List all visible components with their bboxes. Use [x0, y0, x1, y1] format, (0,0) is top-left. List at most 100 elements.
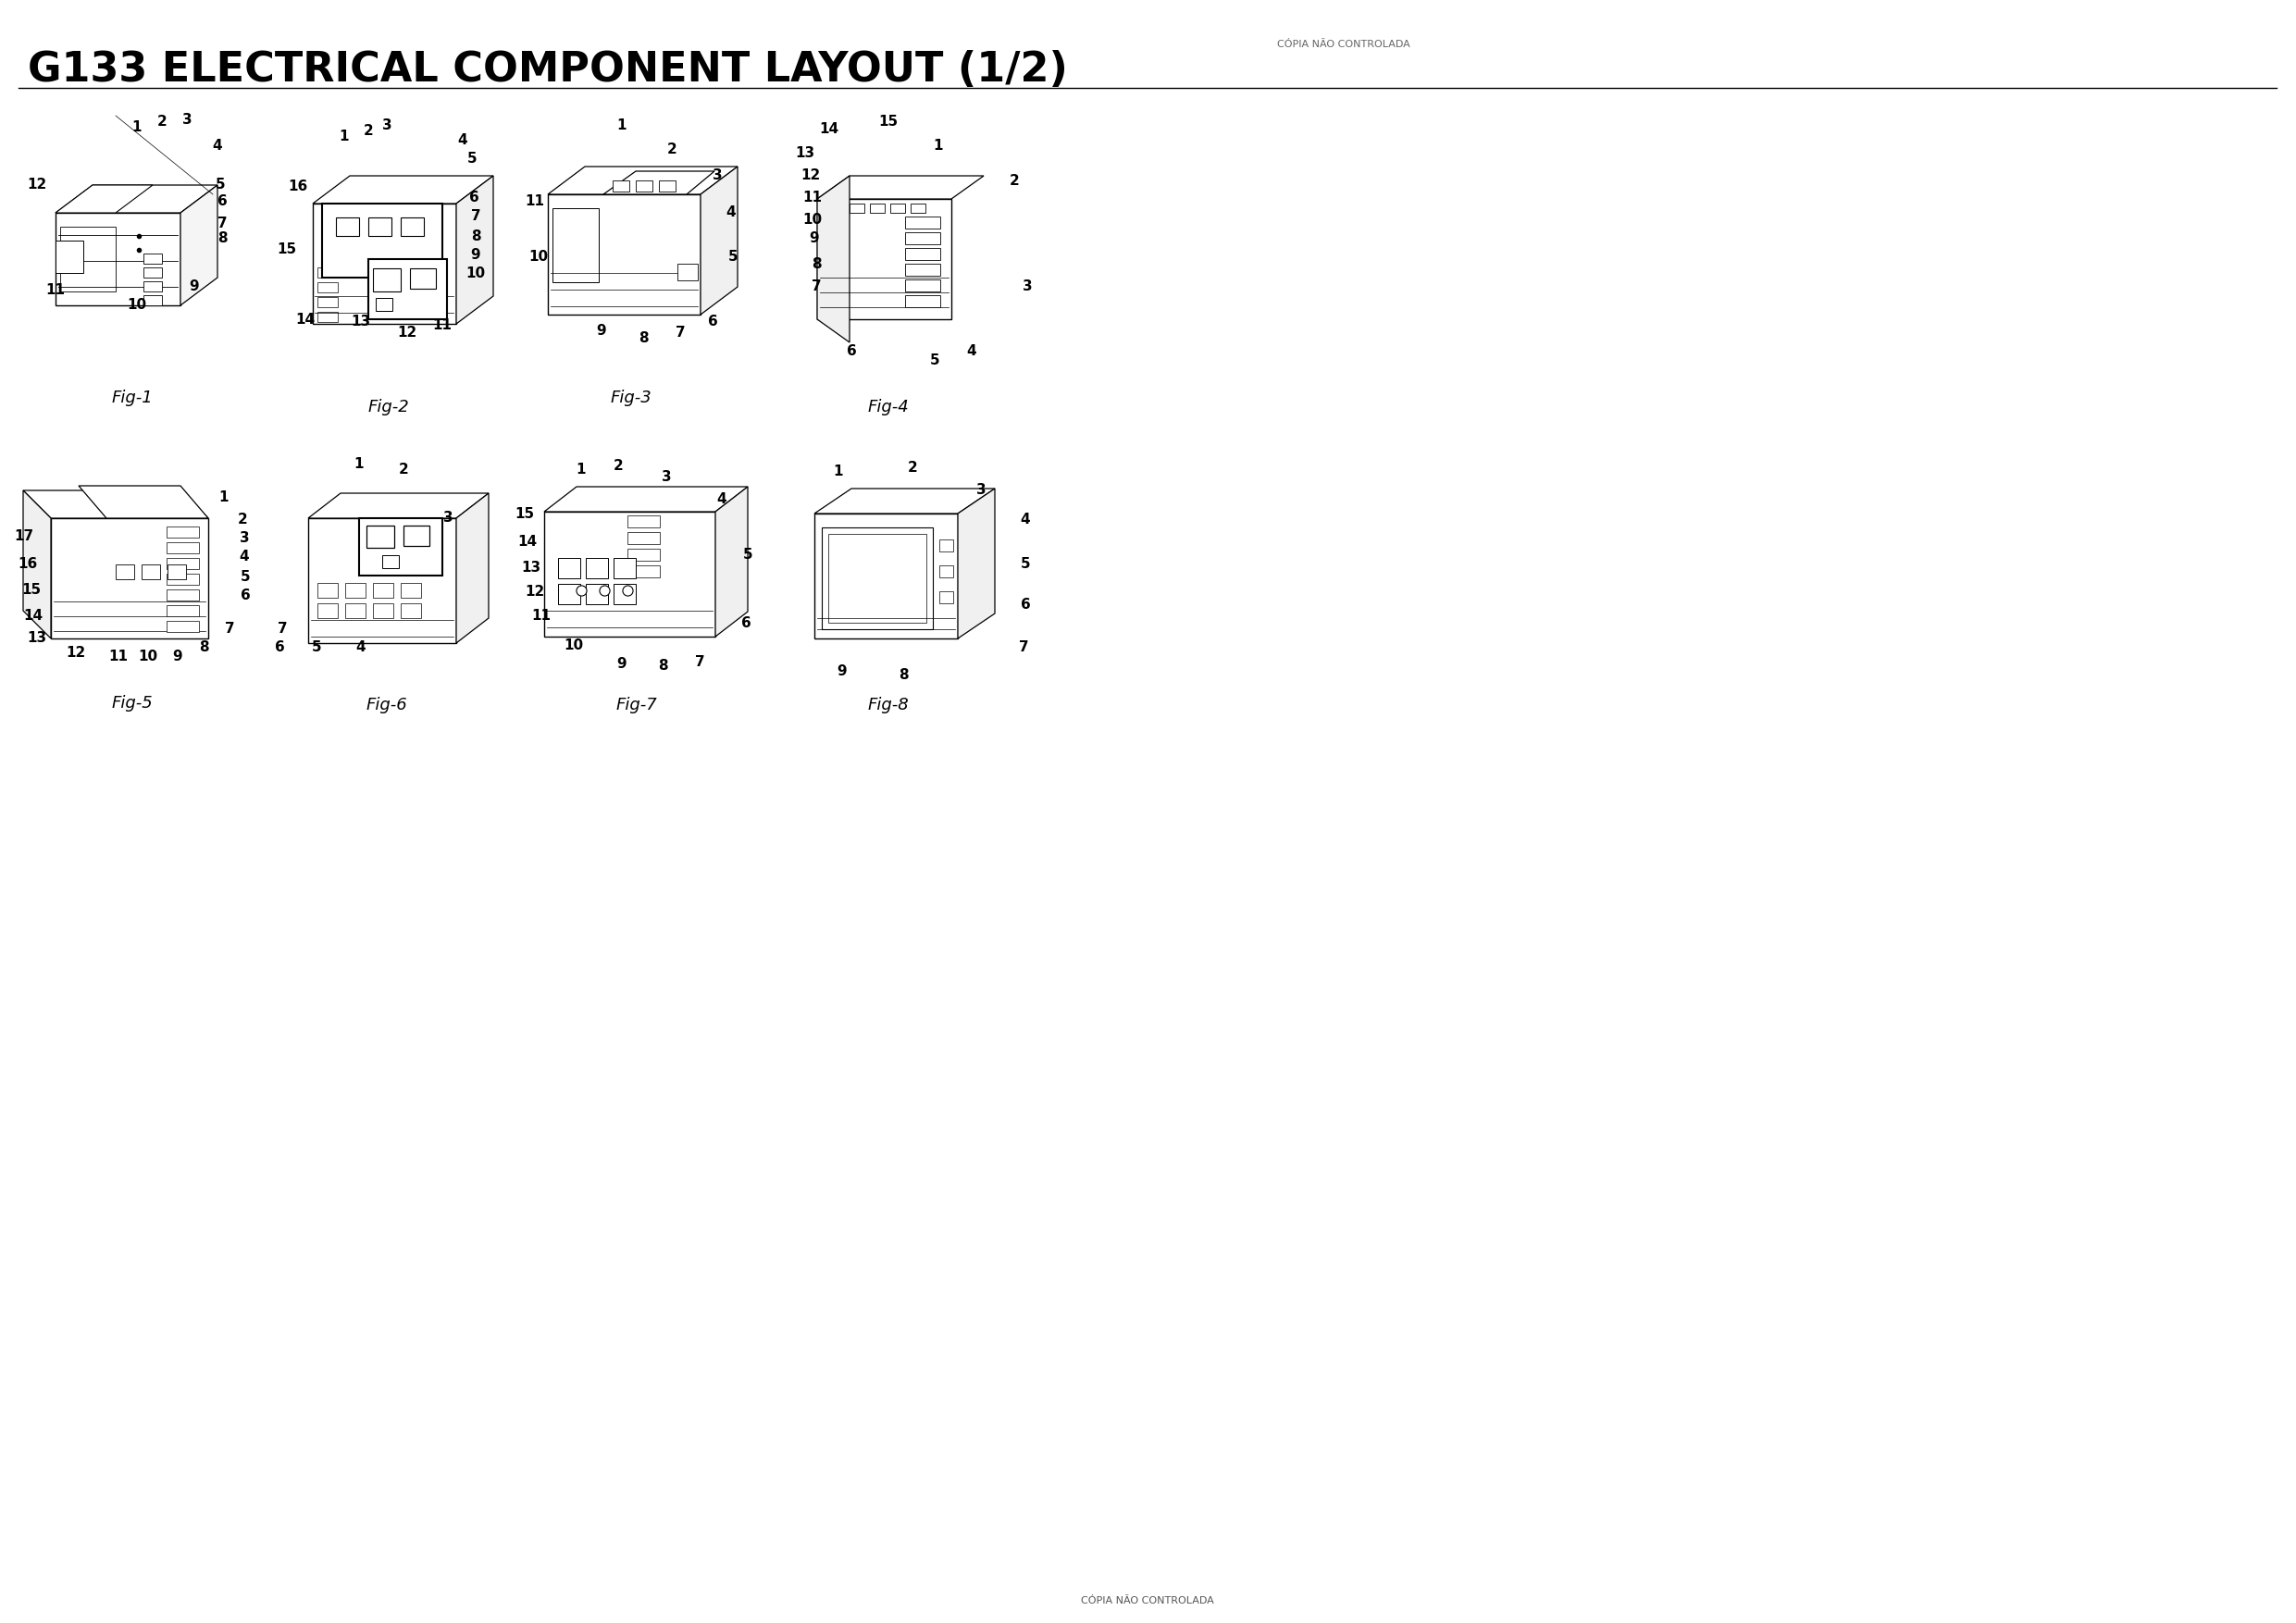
Text: Fig-4: Fig-4 — [868, 399, 909, 415]
Text: 14: 14 — [296, 312, 315, 326]
Bar — [367, 217, 390, 235]
Text: Fig-3: Fig-3 — [611, 390, 652, 406]
Text: 16: 16 — [289, 180, 308, 193]
Bar — [317, 297, 338, 307]
Bar — [142, 281, 163, 292]
Text: 9: 9 — [597, 325, 606, 338]
Bar — [627, 549, 659, 560]
Polygon shape — [457, 175, 494, 325]
Text: 5: 5 — [241, 570, 250, 583]
Text: 11: 11 — [533, 609, 551, 622]
Polygon shape — [23, 490, 51, 638]
Bar — [344, 604, 365, 618]
Text: 4: 4 — [356, 641, 365, 654]
Bar — [636, 180, 652, 192]
Text: 1: 1 — [340, 130, 349, 144]
Text: 16: 16 — [18, 558, 37, 571]
Text: 8: 8 — [657, 659, 668, 674]
Polygon shape — [716, 487, 748, 636]
Text: 6: 6 — [742, 617, 751, 631]
Polygon shape — [700, 167, 737, 315]
Text: 8: 8 — [898, 669, 909, 682]
Bar — [335, 217, 358, 235]
Bar — [627, 532, 659, 544]
Text: 1: 1 — [354, 458, 365, 471]
Bar — [627, 516, 659, 527]
Bar — [168, 558, 200, 570]
Text: 13: 13 — [521, 562, 542, 575]
Bar — [822, 527, 932, 630]
Bar — [905, 216, 941, 229]
Bar — [344, 583, 365, 597]
Text: 2: 2 — [156, 115, 168, 130]
Text: 8: 8 — [638, 331, 647, 346]
Text: 13: 13 — [351, 315, 370, 329]
Text: Fig-6: Fig-6 — [365, 696, 406, 714]
Text: 15: 15 — [514, 506, 535, 521]
Text: 11: 11 — [526, 195, 544, 209]
Text: 7: 7 — [225, 622, 234, 636]
Text: 12: 12 — [801, 169, 820, 183]
Bar — [402, 583, 420, 597]
Bar — [372, 583, 393, 597]
Text: 4: 4 — [967, 344, 976, 359]
Text: 5: 5 — [744, 549, 753, 562]
Text: 7: 7 — [278, 622, 287, 636]
Polygon shape — [55, 213, 181, 305]
Text: CÓPIA NÃO CONTROLADA: CÓPIA NÃO CONTROLADA — [1081, 1595, 1215, 1605]
Text: 4: 4 — [716, 493, 728, 506]
Text: 6: 6 — [218, 195, 227, 209]
Text: Fig-5: Fig-5 — [113, 695, 154, 711]
Text: Fig-8: Fig-8 — [868, 696, 909, 714]
Text: 5: 5 — [216, 179, 225, 192]
Polygon shape — [78, 485, 209, 518]
Text: 1: 1 — [833, 464, 843, 479]
Polygon shape — [312, 203, 457, 325]
Bar — [142, 565, 161, 579]
Bar — [317, 282, 338, 292]
Text: 14: 14 — [23, 609, 44, 622]
Text: 10: 10 — [804, 213, 822, 227]
Bar — [367, 260, 448, 320]
Text: 17: 17 — [14, 529, 34, 544]
Text: 13: 13 — [28, 631, 46, 646]
Bar — [142, 295, 163, 305]
Polygon shape — [544, 511, 716, 636]
Text: 12: 12 — [526, 586, 544, 599]
Text: 4: 4 — [457, 133, 468, 148]
Text: Fig-7: Fig-7 — [615, 696, 657, 714]
Text: 4: 4 — [239, 550, 250, 563]
Bar — [168, 542, 200, 553]
Polygon shape — [55, 185, 154, 213]
Text: 2: 2 — [666, 143, 677, 157]
Text: 1: 1 — [133, 120, 142, 135]
Text: CÓPIA NÃO CONTROLADA: CÓPIA NÃO CONTROLADA — [1277, 41, 1410, 49]
Text: 11: 11 — [108, 651, 129, 664]
Text: 9: 9 — [810, 232, 820, 245]
Bar — [115, 565, 133, 579]
Text: 1: 1 — [576, 463, 585, 477]
Bar — [142, 253, 163, 263]
Polygon shape — [181, 185, 218, 305]
Polygon shape — [457, 493, 489, 643]
Bar — [60, 227, 115, 292]
Text: 6: 6 — [847, 344, 856, 359]
Text: 10: 10 — [528, 250, 549, 265]
Bar — [402, 217, 425, 235]
Bar — [939, 539, 953, 552]
Text: 3: 3 — [661, 471, 670, 484]
Text: 12: 12 — [28, 179, 46, 192]
Bar — [613, 180, 629, 192]
Text: 8: 8 — [471, 229, 480, 243]
Text: 15: 15 — [879, 115, 898, 130]
Polygon shape — [957, 489, 994, 638]
Bar — [553, 208, 599, 282]
Bar — [585, 584, 608, 604]
Bar — [939, 565, 953, 578]
Bar — [912, 203, 925, 213]
Polygon shape — [604, 170, 714, 195]
Text: 2: 2 — [907, 461, 918, 474]
Bar — [168, 573, 200, 584]
Text: 1: 1 — [218, 490, 230, 505]
Bar — [677, 263, 698, 281]
